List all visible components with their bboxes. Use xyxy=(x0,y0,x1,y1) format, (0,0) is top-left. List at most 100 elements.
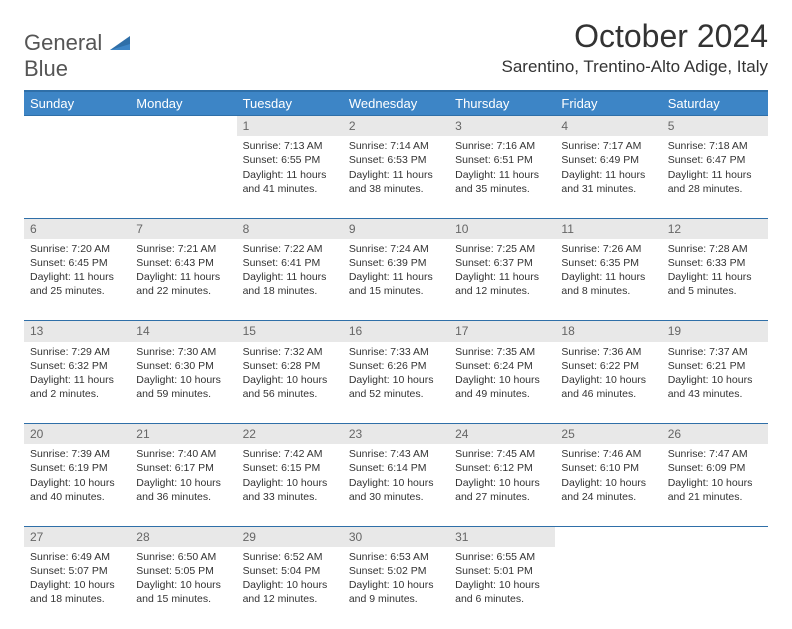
day-number-cell: 5 xyxy=(662,116,768,137)
day-cell: Sunrise: 7:16 AMSunset: 6:51 PMDaylight:… xyxy=(449,136,555,218)
sunset-text: Sunset: 6:10 PM xyxy=(561,461,655,475)
day-number-cell: 1 xyxy=(237,116,343,137)
day-number-cell: 10 xyxy=(449,218,555,239)
daylight-text: Daylight: 10 hours and 40 minutes. xyxy=(30,476,124,504)
day-number-cell xyxy=(662,526,768,547)
daylight-text: Daylight: 10 hours and 33 minutes. xyxy=(243,476,337,504)
brand-part1: General xyxy=(24,30,102,55)
day-number-cell: 8 xyxy=(237,218,343,239)
day-number-cell: 23 xyxy=(343,424,449,445)
day-cell xyxy=(24,136,130,218)
sunset-text: Sunset: 6:43 PM xyxy=(136,256,230,270)
day-cell: Sunrise: 6:49 AMSunset: 5:07 PMDaylight:… xyxy=(24,547,130,629)
sunrise-text: Sunrise: 7:17 AM xyxy=(561,139,655,153)
day-header-row: SundayMondayTuesdayWednesdayThursdayFrid… xyxy=(24,91,768,116)
sunset-text: Sunset: 6:24 PM xyxy=(455,359,549,373)
sunrise-text: Sunrise: 7:33 AM xyxy=(349,345,443,359)
day-cell xyxy=(662,547,768,629)
day-number-cell: 11 xyxy=(555,218,661,239)
day-body-row: Sunrise: 7:39 AMSunset: 6:19 PMDaylight:… xyxy=(24,444,768,526)
sunset-text: Sunset: 6:35 PM xyxy=(561,256,655,270)
brand-part2: Blue xyxy=(24,56,68,81)
sunrise-text: Sunrise: 7:35 AM xyxy=(455,345,549,359)
calendar-table: SundayMondayTuesdayWednesdayThursdayFrid… xyxy=(24,90,768,629)
sunrise-text: Sunrise: 7:42 AM xyxy=(243,447,337,461)
day-cell: Sunrise: 7:42 AMSunset: 6:15 PMDaylight:… xyxy=(237,444,343,526)
daylight-text: Daylight: 11 hours and 25 minutes. xyxy=(30,270,124,298)
day-cell: Sunrise: 7:29 AMSunset: 6:32 PMDaylight:… xyxy=(24,342,130,424)
sunrise-text: Sunrise: 6:49 AM xyxy=(30,550,124,564)
sunset-text: Sunset: 6:45 PM xyxy=(30,256,124,270)
day-cell: Sunrise: 6:53 AMSunset: 5:02 PMDaylight:… xyxy=(343,547,449,629)
day-cell: Sunrise: 7:32 AMSunset: 6:28 PMDaylight:… xyxy=(237,342,343,424)
day-cell: Sunrise: 7:22 AMSunset: 6:41 PMDaylight:… xyxy=(237,239,343,321)
sunset-text: Sunset: 6:49 PM xyxy=(561,153,655,167)
day-cell: Sunrise: 7:17 AMSunset: 6:49 PMDaylight:… xyxy=(555,136,661,218)
day-number-cell: 7 xyxy=(130,218,236,239)
sunrise-text: Sunrise: 6:55 AM xyxy=(455,550,549,564)
day-number-cell: 15 xyxy=(237,321,343,342)
day-number-cell: 9 xyxy=(343,218,449,239)
daylight-text: Daylight: 11 hours and 8 minutes. xyxy=(561,270,655,298)
daylight-text: Daylight: 10 hours and 24 minutes. xyxy=(561,476,655,504)
day-number-cell: 26 xyxy=(662,424,768,445)
sunrise-text: Sunrise: 7:37 AM xyxy=(668,345,762,359)
location-subtitle: Sarentino, Trentino-Alto Adige, Italy xyxy=(502,57,769,77)
day-number-cell: 21 xyxy=(130,424,236,445)
day-cell: Sunrise: 7:20 AMSunset: 6:45 PMDaylight:… xyxy=(24,239,130,321)
day-body-row: Sunrise: 7:20 AMSunset: 6:45 PMDaylight:… xyxy=(24,239,768,321)
daylight-text: Daylight: 11 hours and 5 minutes. xyxy=(668,270,762,298)
sunset-text: Sunset: 5:02 PM xyxy=(349,564,443,578)
day-number-cell: 18 xyxy=(555,321,661,342)
sunrise-text: Sunrise: 7:13 AM xyxy=(243,139,337,153)
sunset-text: Sunset: 6:33 PM xyxy=(668,256,762,270)
daylight-text: Daylight: 11 hours and 35 minutes. xyxy=(455,168,549,196)
daylight-text: Daylight: 11 hours and 41 minutes. xyxy=(243,168,337,196)
day-header: Wednesday xyxy=(343,91,449,116)
day-number-cell: 27 xyxy=(24,526,130,547)
day-cell: Sunrise: 7:28 AMSunset: 6:33 PMDaylight:… xyxy=(662,239,768,321)
day-cell: Sunrise: 6:52 AMSunset: 5:04 PMDaylight:… xyxy=(237,547,343,629)
daylight-text: Daylight: 10 hours and 27 minutes. xyxy=(455,476,549,504)
sunset-text: Sunset: 6:55 PM xyxy=(243,153,337,167)
day-cell: Sunrise: 6:50 AMSunset: 5:05 PMDaylight:… xyxy=(130,547,236,629)
daylight-text: Daylight: 10 hours and 21 minutes. xyxy=(668,476,762,504)
day-body-row: Sunrise: 7:13 AMSunset: 6:55 PMDaylight:… xyxy=(24,136,768,218)
sunset-text: Sunset: 6:14 PM xyxy=(349,461,443,475)
day-number-cell: 14 xyxy=(130,321,236,342)
day-number-cell: 31 xyxy=(449,526,555,547)
sunset-text: Sunset: 6:30 PM xyxy=(136,359,230,373)
sunrise-text: Sunrise: 7:39 AM xyxy=(30,447,124,461)
sunset-text: Sunset: 5:05 PM xyxy=(136,564,230,578)
sunrise-text: Sunrise: 7:22 AM xyxy=(243,242,337,256)
day-header: Sunday xyxy=(24,91,130,116)
sunset-text: Sunset: 6:26 PM xyxy=(349,359,443,373)
sunset-text: Sunset: 6:53 PM xyxy=(349,153,443,167)
daylight-text: Daylight: 10 hours and 12 minutes. xyxy=(243,578,337,606)
sunrise-text: Sunrise: 7:32 AM xyxy=(243,345,337,359)
sunrise-text: Sunrise: 7:28 AM xyxy=(668,242,762,256)
sunrise-text: Sunrise: 7:47 AM xyxy=(668,447,762,461)
day-cell: Sunrise: 6:55 AMSunset: 5:01 PMDaylight:… xyxy=(449,547,555,629)
sunrise-text: Sunrise: 6:52 AM xyxy=(243,550,337,564)
sunset-text: Sunset: 6:32 PM xyxy=(30,359,124,373)
sunrise-text: Sunrise: 7:18 AM xyxy=(668,139,762,153)
daylight-text: Daylight: 10 hours and 36 minutes. xyxy=(136,476,230,504)
day-number-row: 20212223242526 xyxy=(24,424,768,445)
day-number-cell xyxy=(555,526,661,547)
day-cell: Sunrise: 7:47 AMSunset: 6:09 PMDaylight:… xyxy=(662,444,768,526)
day-number-cell: 24 xyxy=(449,424,555,445)
sunrise-text: Sunrise: 7:25 AM xyxy=(455,242,549,256)
day-header: Thursday xyxy=(449,91,555,116)
sunset-text: Sunset: 6:51 PM xyxy=(455,153,549,167)
day-cell: Sunrise: 7:33 AMSunset: 6:26 PMDaylight:… xyxy=(343,342,449,424)
day-header: Tuesday xyxy=(237,91,343,116)
day-header: Friday xyxy=(555,91,661,116)
sunrise-text: Sunrise: 7:21 AM xyxy=(136,242,230,256)
day-number-cell xyxy=(24,116,130,137)
sunset-text: Sunset: 5:01 PM xyxy=(455,564,549,578)
sunrise-text: Sunrise: 7:16 AM xyxy=(455,139,549,153)
day-number-cell: 6 xyxy=(24,218,130,239)
sunset-text: Sunset: 6:39 PM xyxy=(349,256,443,270)
sunrise-text: Sunrise: 7:43 AM xyxy=(349,447,443,461)
